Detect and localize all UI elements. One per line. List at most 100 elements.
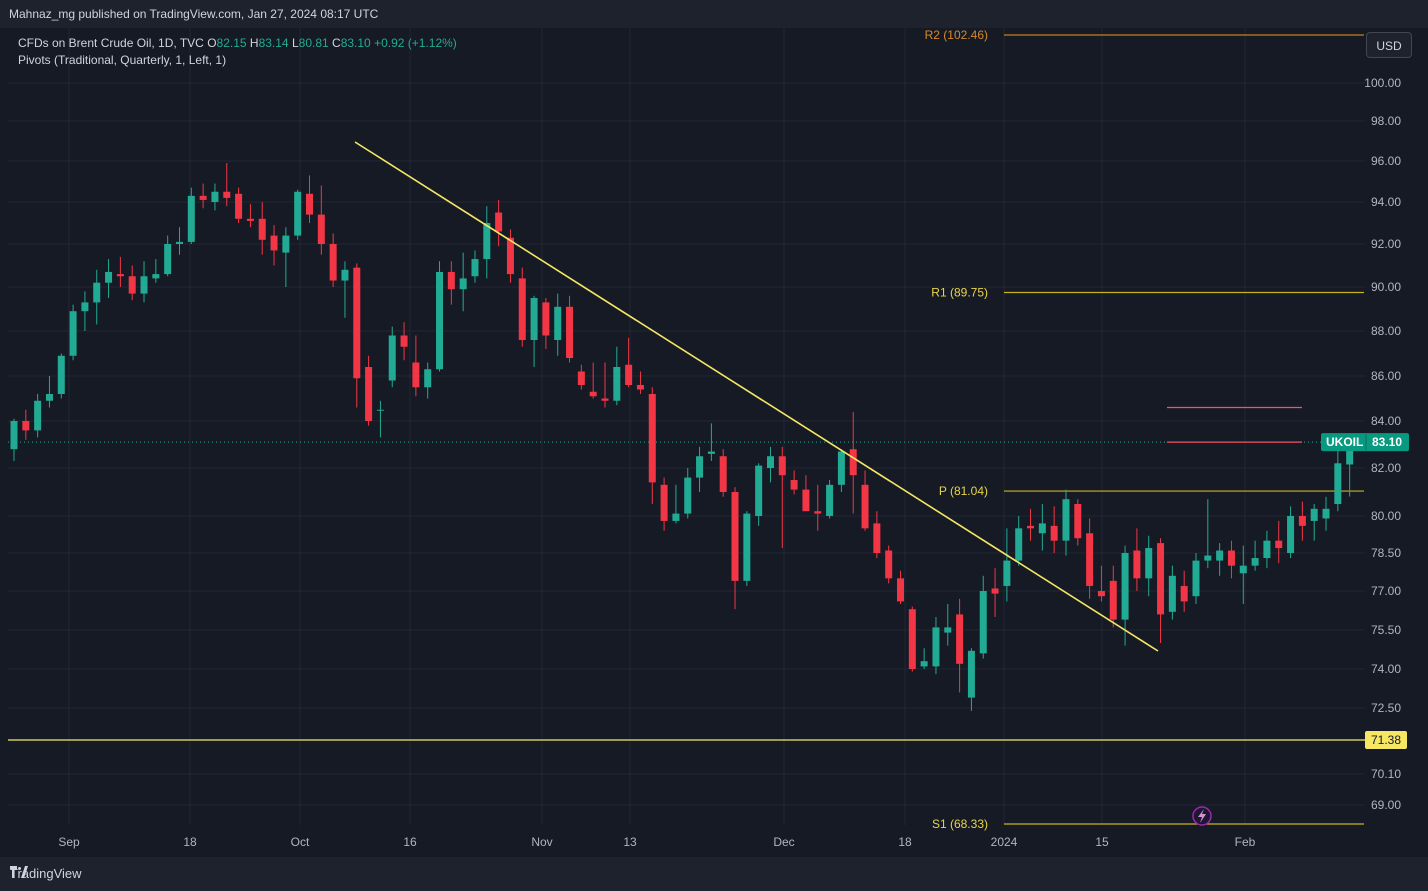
- candlestick-chart[interactable]: 100.00 98.00 96.00 94.00 92.00 90.00 88.00 86.0…: [0, 28, 1428, 857]
- candle: [897, 570, 904, 604]
- candle-body: [920, 661, 928, 667]
- candle-body: [897, 578, 904, 602]
- x-axis-tick-label: 16: [403, 835, 417, 849]
- candle-body: [199, 195, 207, 200]
- candle-body: [814, 511, 822, 514]
- candle: [802, 475, 810, 512]
- candle-body: [1287, 516, 1295, 553]
- candle: [1168, 565, 1176, 620]
- candle-body: [589, 391, 597, 397]
- change-value: +0.92 (+1.12%): [374, 36, 457, 50]
- candle: [1204, 499, 1212, 569]
- candle: [1015, 516, 1023, 566]
- pivot-label: R1 (89.75): [931, 286, 988, 300]
- candle: [1038, 504, 1046, 551]
- candle: [22, 409, 30, 440]
- candle-body: [1003, 560, 1011, 586]
- candle: [483, 206, 491, 279]
- candle: [45, 376, 53, 408]
- y-axis-tick-label: 74.00: [1371, 662, 1401, 676]
- candle: [885, 545, 893, 584]
- x-axis-tick-label: Dec: [773, 835, 794, 849]
- candle-body: [1157, 543, 1165, 615]
- candle: [34, 394, 42, 438]
- candle-body: [696, 456, 704, 478]
- candle: [625, 337, 633, 388]
- candle: [1239, 545, 1247, 604]
- candle-body: [57, 355, 65, 394]
- candle-body: [1074, 504, 1082, 539]
- y-axis-tick-label: 88.00: [1371, 324, 1401, 338]
- candle: [317, 185, 325, 255]
- candle-body: [707, 451, 715, 454]
- published-text: Mahnaz_mg published on TradingView.com, …: [9, 7, 379, 21]
- chart-area[interactable]: 100.00 98.00 96.00 94.00 92.00 90.00 88.00 86.0…: [0, 28, 1428, 857]
- x-axis-tick-label: Oct: [291, 835, 310, 849]
- candle-body: [365, 367, 373, 421]
- symbol-title[interactable]: CFDs on Brent Crude Oil, 1D, TVC: [18, 36, 204, 50]
- candle-body: [837, 451, 845, 485]
- candle-body: [1062, 499, 1070, 541]
- candle: [1157, 538, 1165, 643]
- candle-body: [341, 269, 349, 281]
- candle-body: [1168, 575, 1176, 612]
- candle-body: [1121, 553, 1129, 620]
- candle-body: [1346, 442, 1354, 465]
- candle-body: [1180, 585, 1188, 602]
- high-label: H: [249, 36, 259, 50]
- candle: [778, 446, 786, 549]
- candle-body: [849, 449, 857, 476]
- y-axis-tick-label: 96.00: [1371, 154, 1401, 168]
- pivot-label: S1 (68.33): [932, 817, 988, 831]
- candle-body: [412, 362, 420, 388]
- candle: [837, 449, 845, 492]
- currency-button[interactable]: USD: [1366, 32, 1412, 58]
- trendline: [354, 141, 1159, 652]
- x-axis-tick-label: 2024: [991, 835, 1018, 849]
- candle: [932, 617, 940, 675]
- pivot-label: P (81.04): [939, 484, 988, 498]
- candle: [1275, 520, 1283, 564]
- candle-body: [424, 369, 432, 388]
- indicator-legend[interactable]: Pivots (Traditional, Quarterly, 1, Left,…: [18, 53, 227, 67]
- candle-body: [1097, 591, 1105, 597]
- candle-body: [1251, 558, 1259, 566]
- candle-body: [246, 218, 254, 221]
- lightning-glyph: [1198, 809, 1206, 823]
- candle: [341, 261, 349, 318]
- candle-body: [1109, 580, 1117, 620]
- grid-lines: [8, 28, 1365, 825]
- candle: [636, 371, 644, 394]
- close-label: C: [332, 36, 341, 50]
- candle: [707, 423, 715, 461]
- y-axis-tick-label: 94.00: [1371, 195, 1401, 209]
- candle: [1180, 570, 1188, 612]
- candle: [199, 183, 207, 209]
- candle: [424, 362, 432, 399]
- tradingview-logo[interactable]: TradingView: [10, 866, 82, 881]
- candle-body: [636, 385, 644, 390]
- candle-body: [554, 306, 562, 340]
- candle: [1263, 530, 1271, 569]
- candle: [1050, 506, 1058, 553]
- candle: [518, 267, 526, 347]
- candle-body: [235, 193, 243, 219]
- candle-body: [317, 214, 325, 244]
- candle-body: [1015, 528, 1023, 561]
- candle: [908, 606, 916, 672]
- candle: [566, 295, 574, 363]
- candle: [660, 477, 668, 531]
- candle-body: [530, 298, 538, 340]
- candle: [329, 233, 337, 287]
- candle: [1086, 518, 1094, 599]
- x-axis-tick-label: Nov: [531, 835, 552, 849]
- candle: [1121, 545, 1129, 646]
- candle-body: [684, 477, 692, 514]
- candle-body: [778, 456, 786, 476]
- candle-body: [376, 409, 384, 411]
- candle-body: [270, 235, 278, 251]
- candle-body: [459, 278, 467, 290]
- candle-body: [164, 244, 172, 275]
- horizontal-line-badge: [1365, 731, 1407, 749]
- candle: [530, 295, 538, 367]
